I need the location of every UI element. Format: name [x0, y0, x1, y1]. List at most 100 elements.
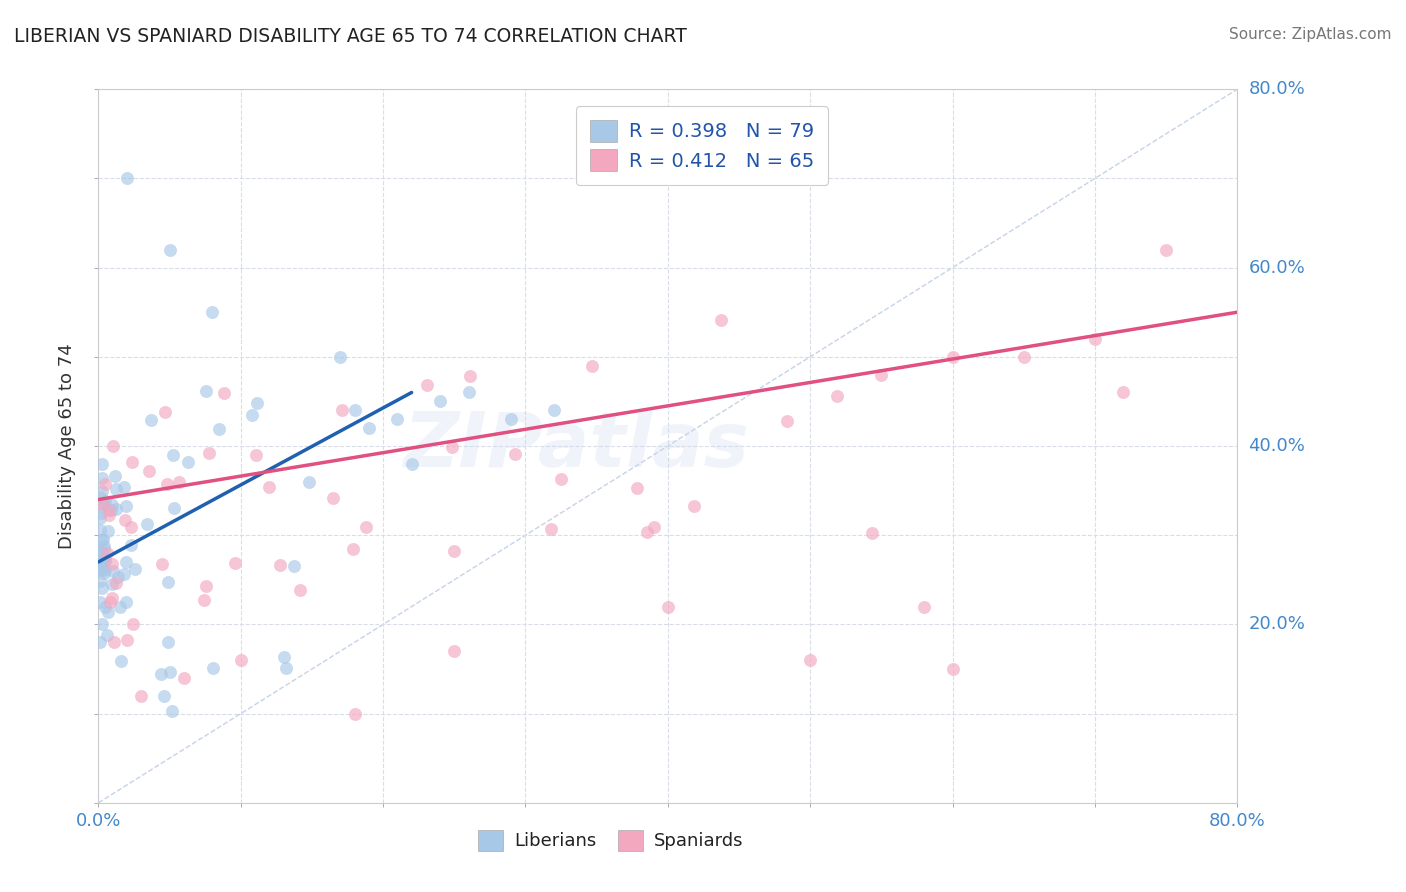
Point: [626, 481, 648, 495]
Point: [98, 594, 121, 608]
Point: [89, 595, 111, 609]
Point: [942, 350, 965, 364]
Point: [101, 565, 124, 579]
Point: [98, 502, 121, 516]
Point: [942, 662, 965, 676]
Legend: Liberians, Spaniards: Liberians, Spaniards: [471, 822, 751, 858]
Point: [460, 369, 482, 384]
Point: [104, 483, 127, 497]
Point: [104, 469, 127, 483]
Point: [108, 600, 131, 615]
Point: [799, 653, 821, 667]
Point: [212, 386, 235, 401]
Point: [122, 617, 145, 632]
Point: [90, 506, 112, 520]
Point: [657, 599, 679, 614]
Point: [101, 557, 124, 571]
Point: [89, 510, 111, 524]
Point: [329, 350, 352, 364]
Point: [356, 520, 378, 534]
Point: [107, 570, 129, 584]
Point: [115, 595, 138, 609]
Point: [1084, 332, 1107, 346]
Point: [429, 394, 451, 409]
Point: [540, 522, 562, 536]
Point: [105, 575, 128, 590]
Point: [229, 653, 252, 667]
Point: [90, 496, 112, 510]
Point: [94, 564, 117, 578]
Point: [138, 464, 160, 478]
Point: [201, 305, 224, 319]
Point: [110, 654, 132, 668]
Point: [121, 455, 143, 469]
Text: 20.0%: 20.0%: [1249, 615, 1305, 633]
Point: [89, 574, 111, 588]
Point: [89, 490, 111, 504]
Point: [120, 519, 142, 533]
Text: LIBERIAN VS SPANIARD DISABILITY AGE 65 TO 74 CORRELATION CHART: LIBERIAN VS SPANIARD DISABILITY AGE 65 T…: [14, 27, 688, 45]
Point: [91, 581, 114, 595]
Point: [457, 385, 479, 400]
Point: [387, 412, 409, 426]
Point: [93, 541, 115, 556]
Point: [100, 503, 122, 517]
Point: [1012, 350, 1035, 364]
Point: [103, 635, 125, 649]
Point: [643, 519, 665, 533]
Point: [91, 484, 114, 499]
Point: [115, 499, 138, 513]
Point: [89, 563, 111, 577]
Point: [94, 477, 117, 491]
Text: 60.0%: 60.0%: [1249, 259, 1305, 277]
Point: [543, 403, 565, 417]
Point: [114, 555, 136, 569]
Point: [177, 455, 200, 469]
Point: [150, 666, 173, 681]
Point: [273, 650, 295, 665]
Point: [159, 243, 181, 257]
Point: [115, 171, 138, 186]
Point: [912, 599, 935, 614]
Point: [129, 689, 152, 703]
Point: [193, 592, 215, 607]
Point: [152, 557, 174, 571]
Point: [90, 562, 112, 576]
Point: [89, 635, 111, 649]
Point: [120, 537, 142, 551]
Point: [870, 368, 893, 382]
Point: [94, 494, 117, 508]
Point: [136, 516, 159, 531]
Point: [636, 524, 658, 539]
Point: [173, 671, 195, 685]
Point: [93, 539, 115, 553]
Point: [443, 644, 465, 658]
Point: [141, 412, 163, 426]
Point: [96, 546, 118, 560]
Point: [162, 448, 184, 462]
Point: [274, 661, 297, 675]
Point: [94, 554, 117, 568]
Point: [104, 502, 127, 516]
Point: [96, 628, 118, 642]
Point: [440, 440, 463, 454]
Text: ZIPatlas: ZIPatlas: [404, 409, 749, 483]
Point: [283, 559, 305, 574]
Point: [93, 566, 115, 580]
Point: [93, 496, 115, 510]
Point: [97, 524, 120, 538]
Point: [157, 634, 180, 648]
Point: [1154, 243, 1177, 257]
Point: [343, 706, 366, 721]
Point: [101, 498, 124, 512]
Point: [860, 526, 883, 541]
Point: [159, 665, 181, 680]
Point: [89, 545, 111, 559]
Point: [776, 414, 799, 428]
Point: [101, 591, 124, 606]
Point: [416, 378, 439, 392]
Point: [194, 579, 217, 593]
Point: [103, 440, 125, 454]
Point: [269, 558, 291, 572]
Point: [101, 577, 124, 591]
